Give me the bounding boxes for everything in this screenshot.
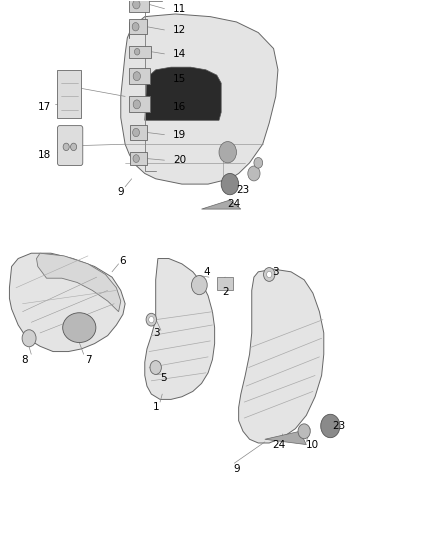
Polygon shape — [239, 269, 324, 443]
Circle shape — [133, 72, 141, 80]
Text: 23: 23 — [237, 185, 250, 196]
Text: 2: 2 — [222, 287, 229, 297]
Bar — [130, 96, 150, 112]
Circle shape — [71, 143, 77, 151]
Text: 24: 24 — [228, 199, 241, 209]
Text: 24: 24 — [272, 440, 286, 450]
Text: 7: 7 — [85, 354, 92, 365]
Text: 14: 14 — [173, 49, 186, 59]
Text: 12: 12 — [173, 25, 186, 35]
Polygon shape — [121, 14, 278, 184]
Text: 5: 5 — [160, 373, 166, 383]
Text: 10: 10 — [306, 440, 319, 450]
Text: 18: 18 — [38, 150, 51, 160]
Circle shape — [149, 317, 154, 323]
Bar — [57, 70, 81, 118]
Circle shape — [267, 271, 272, 278]
Bar — [130, 0, 149, 12]
Circle shape — [133, 100, 141, 109]
Text: 16: 16 — [173, 102, 186, 112]
Circle shape — [254, 158, 263, 168]
FancyBboxPatch shape — [57, 126, 83, 165]
Ellipse shape — [63, 313, 96, 343]
Bar — [130, 46, 151, 58]
Text: 19: 19 — [173, 130, 186, 140]
Text: 20: 20 — [173, 155, 186, 165]
Text: 23: 23 — [332, 421, 346, 431]
Bar — [130, 19, 147, 34]
Polygon shape — [265, 431, 306, 445]
Bar — [130, 125, 148, 140]
Text: 3: 3 — [272, 267, 279, 277]
Text: 6: 6 — [120, 256, 126, 266]
Circle shape — [133, 0, 140, 9]
Polygon shape — [201, 200, 241, 209]
Text: 3: 3 — [153, 328, 160, 338]
Circle shape — [133, 128, 139, 136]
Circle shape — [22, 330, 36, 347]
Text: 17: 17 — [38, 102, 51, 112]
Polygon shape — [10, 253, 125, 352]
Circle shape — [63, 143, 69, 151]
Circle shape — [146, 313, 156, 326]
Circle shape — [133, 155, 139, 163]
Text: 4: 4 — [204, 267, 210, 277]
Bar — [217, 277, 233, 290]
Bar — [130, 68, 150, 84]
Circle shape — [248, 166, 260, 181]
Circle shape — [150, 361, 161, 374]
Circle shape — [132, 22, 139, 31]
Circle shape — [264, 268, 275, 281]
Polygon shape — [145, 259, 215, 399]
Circle shape — [219, 142, 237, 163]
Circle shape — [298, 424, 310, 439]
Text: 11: 11 — [173, 4, 186, 14]
Circle shape — [191, 276, 207, 295]
Text: 9: 9 — [117, 187, 124, 197]
Text: 8: 8 — [21, 354, 28, 365]
Text: 1: 1 — [152, 402, 159, 413]
Circle shape — [134, 49, 140, 55]
Circle shape — [321, 414, 340, 438]
Polygon shape — [145, 67, 221, 120]
Polygon shape — [36, 253, 121, 312]
Circle shape — [221, 173, 239, 195]
Text: 9: 9 — [233, 464, 240, 473]
Text: 15: 15 — [173, 74, 186, 84]
Bar — [131, 152, 147, 165]
